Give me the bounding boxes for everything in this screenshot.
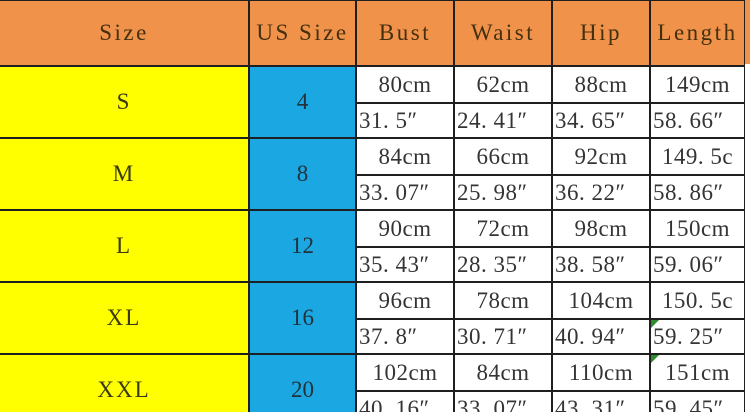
length-cm-cell: 149cm <box>649 65 746 104</box>
waist-inch-cell: 25. 98″ <box>453 174 553 211</box>
bust-inch-cell: 33. 07″ <box>355 174 455 211</box>
bust-cm-cell: 90cm <box>355 209 455 248</box>
hip-cm-cell: 104cm <box>551 281 651 320</box>
table-row: M 8 84cm 66cm 92cm 149. 5c <box>0 137 746 211</box>
us-size-cell: 4 <box>248 65 357 139</box>
table-row: 35. 43″ 28. 35″ 38. 58″ 59. 06″ <box>0 246 746 283</box>
hip-inch-cell: 40. 94″ <box>551 318 651 355</box>
bust-inch-cell: 40. 16″ <box>355 390 455 412</box>
bust-cm-cell: 96cm <box>355 281 455 320</box>
us-size-cell: 8 <box>248 137 357 211</box>
bust-inch-cell: 37. 8″ <box>355 318 455 355</box>
size-cell: S <box>0 65 250 139</box>
length-inch-cell: 58. 66″ <box>649 102 746 139</box>
bust-inch-cell: 31. 5″ <box>355 102 455 139</box>
size-cell: XL <box>0 281 250 355</box>
column-header-waist: Waist <box>453 0 553 67</box>
bust-cm-cell: 84cm <box>355 137 455 176</box>
header-row: Size US Size Bust Waist Hip Length <box>0 0 746 67</box>
waist-cm-cell: 78cm <box>453 281 553 320</box>
hip-inch-cell: 36. 22″ <box>551 174 651 211</box>
us-size-cell: 16 <box>248 281 357 355</box>
hip-cm-cell: 92cm <box>551 137 651 176</box>
hip-inch-cell: 38. 58″ <box>551 246 651 283</box>
waist-cm-cell: 62cm <box>453 65 553 104</box>
length-inch-value: 59. 25″ <box>653 323 724 349</box>
right-edge-sliver <box>745 0 750 412</box>
bust-cm-cell: 102cm <box>355 353 455 392</box>
table-row: 40. 16″ 33. 07″ 43. 31″ 59. 45″ <box>0 390 746 412</box>
length-cm-cell: 149. 5c <box>649 137 746 176</box>
column-header-bust: Bust <box>355 0 455 67</box>
column-header-hip: Hip <box>551 0 651 67</box>
bust-inch-cell: 35. 43″ <box>355 246 455 283</box>
excel-error-triangle-icon <box>652 356 659 363</box>
length-cm-cell: 150cm <box>649 209 746 248</box>
table-row: XL 16 96cm 78cm 104cm 150. 5c <box>0 281 746 355</box>
size-cell: M <box>0 137 250 211</box>
size-cell: L <box>0 209 250 283</box>
table-row: L 12 90cm 72cm 98cm 150cm <box>0 209 746 283</box>
waist-cm-cell: 66cm <box>453 137 553 176</box>
size-cell: XXL <box>0 353 250 412</box>
hip-inch-cell: 43. 31″ <box>551 390 651 412</box>
us-size-cell: 12 <box>248 209 357 283</box>
length-inch-cell: 59. 45″ <box>649 390 746 412</box>
length-cm-value: 151cm <box>664 359 731 385</box>
column-header-length: Length <box>649 0 746 67</box>
table-row: 37. 8″ 30. 71″ 40. 94″ 59. 25″ <box>0 318 746 355</box>
hip-inch-cell: 34. 65″ <box>551 102 651 139</box>
bust-cm-cell: 80cm <box>355 65 455 104</box>
column-header-us-size: US Size <box>248 0 357 67</box>
table-row: XXL 20 102cm 84cm 110cm 151cm <box>0 353 746 412</box>
hip-cm-cell: 88cm <box>551 65 651 104</box>
length-cm-cell: 150. 5c <box>649 281 746 320</box>
length-inch-cell: 58. 86″ <box>649 174 746 211</box>
us-size-cell: 20 <box>248 353 357 412</box>
table-row: 33. 07″ 25. 98″ 36. 22″ 58. 86″ <box>0 174 746 211</box>
waist-cm-cell: 84cm <box>453 353 553 392</box>
column-header-size: Size <box>0 0 250 67</box>
waist-inch-cell: 28. 35″ <box>453 246 553 283</box>
length-inch-cell: 59. 06″ <box>649 246 746 283</box>
right-edge-sliver-header <box>745 0 750 64</box>
waist-cm-cell: 72cm <box>453 209 553 248</box>
hip-cm-cell: 98cm <box>551 209 651 248</box>
waist-inch-cell: 24. 41″ <box>453 102 553 139</box>
excel-error-triangle-icon <box>652 321 659 328</box>
length-cm-cell: 151cm <box>649 353 746 392</box>
waist-inch-cell: 33. 07″ <box>453 390 553 412</box>
waist-inch-cell: 30. 71″ <box>453 318 553 355</box>
hip-cm-cell: 110cm <box>551 353 651 392</box>
right-edge-sliver-body <box>745 64 750 412</box>
table-row: S 4 80cm 62cm 88cm 149cm <box>0 65 746 139</box>
length-inch-cell: 59. 25″ <box>649 318 746 355</box>
table-row: 31. 5″ 24. 41″ 34. 65″ 58. 66″ <box>0 102 746 139</box>
